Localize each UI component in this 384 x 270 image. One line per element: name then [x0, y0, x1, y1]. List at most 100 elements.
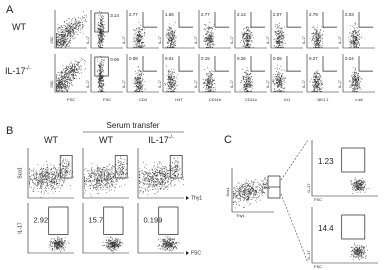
dot-cloud — [56, 79, 70, 92]
x-axis-label: FSC — [314, 197, 322, 202]
dot-cloud — [203, 22, 216, 48]
column-label-main: IL-17 — [148, 135, 169, 145]
gate-value: 0.24 — [345, 56, 354, 61]
column-label: IL-17-/- — [148, 135, 174, 146]
gate-value: 2.77 — [201, 12, 210, 17]
y-axis-label: IL-17 — [302, 80, 306, 88]
x-axis-label: Thy1 — [236, 213, 246, 218]
gate — [178, 12, 193, 28]
row-label: IL-17-/- — [5, 66, 31, 77]
gate-value: 1.23 — [318, 157, 334, 166]
x-axis-label: FSC — [67, 97, 75, 102]
column-label-main: WT — [99, 135, 113, 145]
gate-value: 0.27 — [309, 56, 318, 61]
y-axis-label: SSC — [50, 36, 54, 44]
gate — [341, 214, 366, 240]
column-label-main: WT — [44, 135, 58, 145]
connector — [280, 193, 309, 264]
gate-value: 2.03 — [345, 12, 354, 17]
gate-value: 2.77 — [129, 12, 138, 17]
plot-axes — [234, 54, 267, 93]
y-axis-label: IL-17 — [338, 80, 342, 88]
y-axis-label: IL-17 — [122, 80, 126, 88]
gate — [322, 56, 337, 72]
gate — [250, 12, 265, 28]
dot-cloud — [348, 66, 363, 92]
dot-cloud — [350, 242, 368, 261]
plot-axes — [54, 10, 87, 49]
header: Serum transfer — [107, 121, 160, 130]
plot-axes — [306, 54, 339, 93]
y-axis-label: IL-17 — [158, 36, 162, 44]
dot-cloud — [96, 11, 106, 48]
y-axis-label: Sca1 — [17, 167, 23, 179]
gate-value: 2.79 — [309, 12, 318, 17]
x-axis-label: CD11b — [209, 97, 222, 102]
axis-arrow — [186, 196, 189, 200]
y-axis-label: IL-17 — [194, 36, 198, 44]
panel-label: B — [6, 125, 13, 137]
dot-cloud — [165, 22, 177, 48]
connector — [280, 139, 309, 181]
plot-axes — [54, 54, 87, 93]
plot-axes — [198, 10, 231, 49]
gate-value: 1.65 — [165, 12, 174, 17]
gate — [94, 12, 109, 33]
gate — [114, 155, 128, 179]
row-label-main: IL-17 — [5, 66, 26, 76]
gate — [158, 206, 179, 235]
y-axis-label: IL-17 — [230, 80, 234, 88]
plot-axes — [90, 54, 123, 93]
gate — [250, 56, 265, 72]
row-label-main: WT — [12, 22, 26, 32]
plot-axes — [162, 10, 195, 49]
dot-cloud — [48, 236, 70, 253]
x-axis-label: FSC — [103, 97, 111, 102]
gate-value: 0.01 — [165, 56, 174, 61]
gate — [169, 155, 183, 179]
axis-arrow — [186, 251, 189, 255]
gate-value: 0.06 — [110, 57, 119, 62]
plot-axes — [306, 10, 339, 49]
dot-cloud — [132, 66, 146, 92]
y-axis-label: IL-17 — [230, 36, 234, 44]
dot-cloud — [233, 179, 267, 209]
y-axis-label: IL-17 — [86, 80, 90, 88]
x-axis-label: FSC — [191, 250, 201, 256]
dot-cloud — [350, 177, 369, 194]
plot-axes — [82, 203, 129, 254]
plot-axes — [90, 10, 123, 49]
dot-cloud — [273, 22, 286, 48]
plot-axes — [27, 148, 74, 199]
panel-label: A — [6, 4, 14, 16]
plot-axes — [126, 54, 159, 93]
dot-cloud — [239, 67, 254, 92]
dot-cloud — [259, 176, 270, 194]
dot-cloud — [170, 157, 181, 179]
plot-axes — [162, 54, 195, 93]
gate-value: 0.26 — [237, 56, 246, 61]
gate — [103, 206, 124, 235]
y-axis-label: IL-17 — [266, 36, 270, 44]
dot-cloud — [240, 26, 254, 48]
x-axis-label: FSC — [314, 264, 322, 269]
plot-axes — [342, 10, 375, 49]
y-axis-label: Sca1 — [225, 187, 230, 197]
y-axis-label: IL-17 — [17, 222, 23, 234]
dot-cloud — [348, 22, 362, 48]
row-label: WT — [12, 22, 26, 32]
y-axis-label: IL-17 — [158, 80, 162, 88]
y-axis-label: IL-17 — [122, 36, 126, 44]
gate-value: 3.14 — [110, 13, 119, 18]
gate-value: 0.08 — [129, 56, 138, 61]
gate-value: 2.07 — [273, 12, 282, 17]
dot-cloud — [157, 235, 181, 252]
dot-cloud — [133, 22, 146, 48]
plot-axes — [137, 203, 184, 254]
column-label: WT — [99, 135, 113, 145]
gate — [94, 56, 109, 77]
column-label: WT — [44, 135, 58, 145]
gate-value: 0.199 — [144, 215, 163, 224]
gate-value: 15.7 — [89, 215, 104, 224]
